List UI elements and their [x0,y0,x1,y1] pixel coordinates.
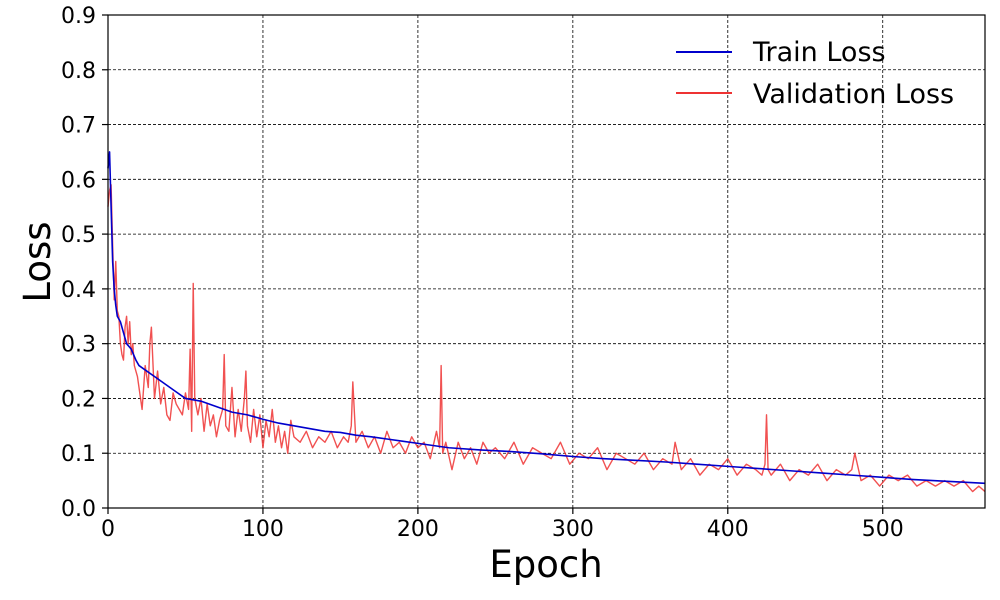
y-tick-label: 0.1 [61,442,96,467]
series-line-validation-loss [107,184,986,493]
x-axis: 0 100 200 300 400 500 [101,508,904,542]
series-line-train-loss [107,151,986,485]
y-axis-label: Loss [16,221,59,302]
series-layer [107,151,986,493]
y-tick-label: 0.7 [61,114,96,139]
x-tick-label: 200 [397,517,439,542]
x-tick-label: 300 [552,517,594,542]
y-tick-label: 0.6 [61,168,96,193]
x-tick-label: 500 [862,517,904,542]
y-tick-label: 0.4 [61,278,96,303]
y-tick-label: 0.0 [61,497,96,522]
y-tick-label: 0.2 [61,387,96,412]
y-tick-label: 0.8 [61,59,96,84]
x-tick-label: 400 [707,517,749,542]
plot-frame [107,14,986,509]
y-axis: 0.0 0.1 0.2 0.3 0.4 0.5 0.6 0.7 0.8 0.9 [61,4,108,522]
grid [108,15,985,508]
x-tick-label: 0 [101,517,115,542]
y-tick-label: 0.3 [61,333,96,358]
x-axis-label: Epoch [489,543,602,586]
x-tick-label: 100 [242,517,284,542]
legend-label-train-loss: Train Loss [752,37,886,68]
y-tick-label: 0.5 [61,223,96,248]
y-tick-label: 0.9 [61,4,96,29]
legend: Train Loss Validation Loss [676,37,954,110]
legend-label-validation-loss: Validation Loss [753,79,954,110]
